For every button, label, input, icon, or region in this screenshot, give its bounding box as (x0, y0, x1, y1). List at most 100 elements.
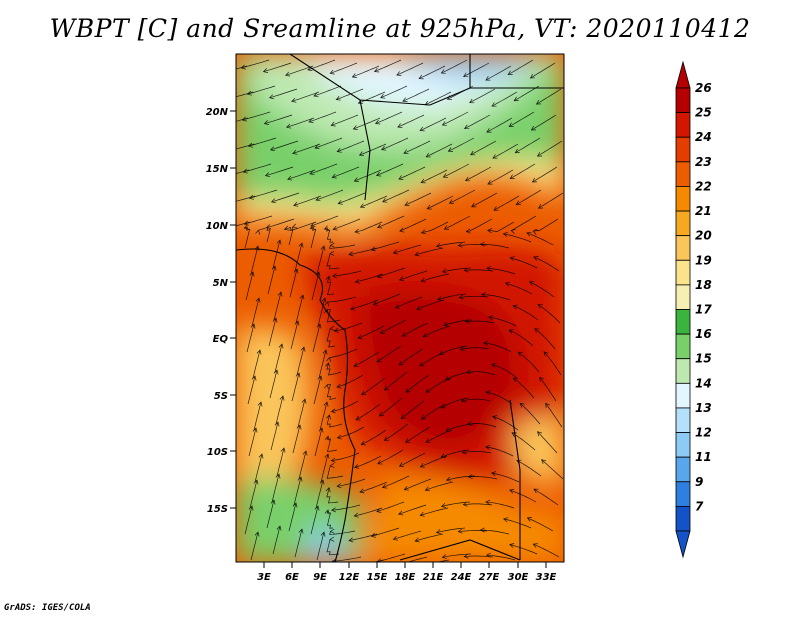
streamline-arrow (526, 517, 532, 522)
streamline (402, 322, 429, 337)
streamline-arrow (457, 528, 463, 534)
streamline-arrow (376, 508, 382, 513)
streamline (357, 325, 385, 339)
streamline-arrow (519, 402, 525, 408)
streamline (425, 91, 452, 106)
streamline (246, 324, 255, 353)
colorbar-label: 24 (695, 130, 712, 144)
streamline-arrow (461, 449, 467, 455)
streamline (443, 163, 470, 178)
lat-label-5s: 5S (214, 391, 228, 402)
streamline (421, 221, 449, 234)
streamline-arrow (252, 427, 258, 433)
streamline-arrow (447, 147, 454, 152)
colorbar-swatch (675, 235, 691, 261)
streamline (465, 320, 495, 324)
streamline (336, 88, 364, 100)
lon-label-12e: 12E (339, 572, 360, 583)
colorbar-label: 17 (695, 303, 712, 317)
streamline-arrow (273, 369, 279, 375)
streamline-arrow (513, 96, 519, 102)
streamline-arrow (508, 122, 514, 127)
streamline (442, 267, 472, 273)
streamline (416, 299, 445, 310)
streamline-arrow (219, 70, 223, 74)
streamline-arrow (309, 170, 315, 176)
colorbar-top-arrow (675, 60, 691, 89)
streamline (485, 65, 512, 81)
streamline (510, 257, 538, 269)
streamline-arrow (486, 128, 492, 133)
streamline (331, 114, 359, 126)
streamline (295, 295, 304, 324)
streamline (291, 221, 317, 231)
streamline-arrow (264, 172, 271, 178)
streamline (326, 539, 340, 556)
streamline-arrow (325, 487, 331, 493)
streamline (254, 454, 263, 483)
streamline (442, 111, 469, 126)
lon-label-24e: 24E (451, 572, 472, 583)
streamline-arrow (300, 346, 306, 352)
streamline (293, 477, 302, 506)
streamline-arrow (383, 385, 390, 391)
streamline-arrow (491, 102, 497, 107)
streamline (517, 351, 540, 373)
streamline-arrow (335, 95, 341, 101)
lon-label-21e: 21E (423, 572, 444, 583)
streamline (329, 348, 358, 358)
streamline (314, 428, 323, 457)
streamline-arrow (314, 505, 320, 511)
colorbar: 26 25 24 23 22 21 20 19 18 17 16 15 14 13 12 11 9 7 (675, 60, 712, 559)
streamline-arrow (293, 201, 299, 207)
streamline-arrow (381, 483, 388, 489)
streamline-arrow (491, 415, 498, 420)
streamline (286, 117, 315, 128)
streamline (294, 529, 303, 558)
streamline-arrow (534, 328, 540, 333)
colorbar-swatch (675, 505, 691, 532)
streamline-arrow (308, 118, 314, 123)
streamline (463, 503, 493, 506)
streamline-arrow (491, 362, 497, 368)
streamline (406, 556, 428, 562)
streamline-arrow (420, 229, 426, 235)
streamline-arrow (479, 241, 485, 247)
streamline-arrow (355, 415, 361, 421)
streamline (319, 402, 328, 431)
streamline (361, 429, 387, 445)
streamline-arrow (249, 271, 255, 277)
streamline-arrow (331, 173, 337, 179)
streamline-arrow (420, 414, 427, 420)
streamline-arrow (322, 349, 328, 355)
streamline (326, 328, 336, 348)
streamline (275, 396, 284, 425)
streamline (487, 169, 514, 185)
colorbar-swatch (675, 481, 691, 507)
streamline (382, 475, 410, 488)
streamline (460, 347, 490, 350)
streamline-arrow (271, 265, 277, 271)
streamline (515, 137, 541, 154)
streamline-arrow (507, 70, 513, 75)
streamline (315, 480, 324, 509)
streamline-arrow (470, 150, 476, 156)
streamline (244, 506, 253, 535)
streamline-arrow (329, 69, 335, 75)
streamline (245, 272, 254, 301)
streamline (379, 397, 403, 417)
streamline (327, 276, 335, 295)
streamline-arrow (276, 525, 282, 531)
streamline (314, 137, 343, 149)
streamline-arrow (353, 512, 359, 518)
streamline (480, 243, 510, 249)
streamline (358, 91, 386, 104)
streamline-arrow (329, 242, 335, 248)
streamline-arrow (486, 265, 492, 271)
streamline-arrow (272, 317, 278, 323)
colorbar-swatch (675, 456, 691, 483)
streamline (483, 342, 512, 353)
streamline (436, 241, 466, 247)
streamline-arrow (248, 194, 254, 200)
streamline-arrow (381, 145, 387, 151)
